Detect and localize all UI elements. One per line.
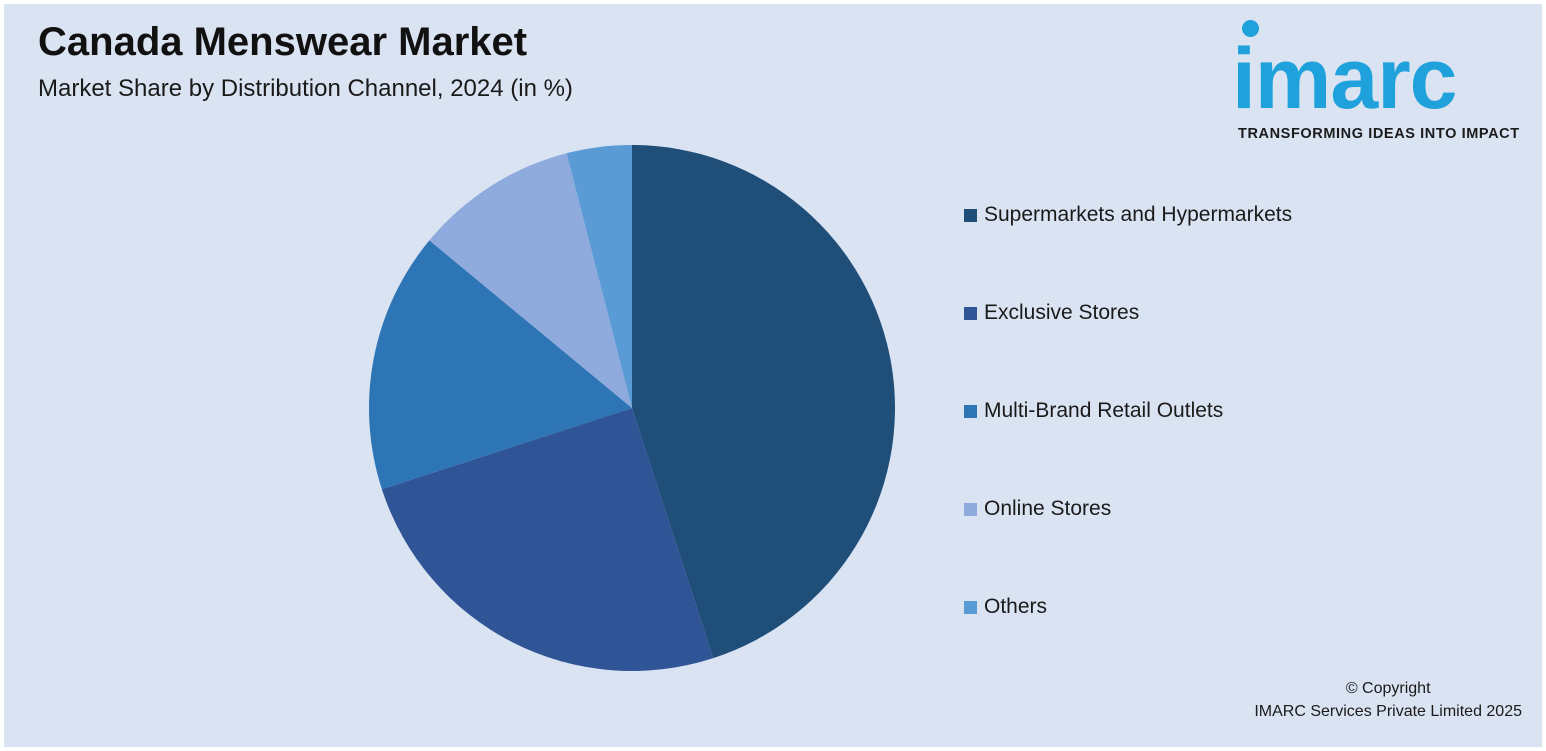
legend-swatch-1 bbox=[964, 306, 977, 320]
copyright-line-1: © Copyright bbox=[1345, 680, 1431, 697]
legend-swatch-2 bbox=[964, 404, 977, 418]
legend-item-2: Multi-Brand Retail Outlets bbox=[964, 396, 1223, 426]
logo-dot-icon bbox=[1242, 20, 1259, 37]
imarc-logo: imarc TRANSFORMING IDEAS INTO IMPACT bbox=[1232, 14, 1528, 144]
chart-subtitle: Market Share by Distribution Channel, 20… bbox=[38, 75, 573, 102]
pie-slice-1 bbox=[381, 408, 714, 671]
pie-slice-3 bbox=[429, 153, 632, 408]
legend-swatch-0 bbox=[964, 208, 977, 222]
legend-label-2: Multi-Brand Retail Outlets bbox=[984, 399, 1224, 422]
logo-wordmark: imarc bbox=[1232, 31, 1457, 127]
legend-label-0: Supermarkets and Hypermarkets bbox=[984, 203, 1293, 226]
legend-item-3: Online Stores bbox=[964, 494, 1111, 524]
legend-label-4: Others bbox=[984, 595, 1048, 618]
logo-tagline: TRANSFORMING IDEAS INTO IMPACT bbox=[1238, 126, 1520, 142]
legend-swatch-4 bbox=[964, 600, 977, 614]
legend-label-1: Exclusive Stores bbox=[984, 301, 1140, 324]
pie-slice-2 bbox=[369, 240, 632, 490]
legend-item-0: Supermarkets and Hypermarkets bbox=[964, 200, 1292, 230]
copyright-notice: © Copyright IMARC Services Private Limit… bbox=[1254, 677, 1522, 723]
legend-item-1: Exclusive Stores bbox=[964, 298, 1139, 328]
legend-item-4: Others bbox=[964, 592, 1047, 622]
pie-slice-0 bbox=[632, 145, 895, 659]
chart-title: Canada Menswear Market bbox=[38, 20, 528, 64]
legend-label-3: Online Stores bbox=[984, 497, 1112, 520]
legend-swatch-3 bbox=[964, 502, 977, 516]
copyright-line-2: IMARC Services Private Limited 2025 bbox=[1254, 703, 1522, 720]
pie-slice-4 bbox=[566, 145, 632, 408]
